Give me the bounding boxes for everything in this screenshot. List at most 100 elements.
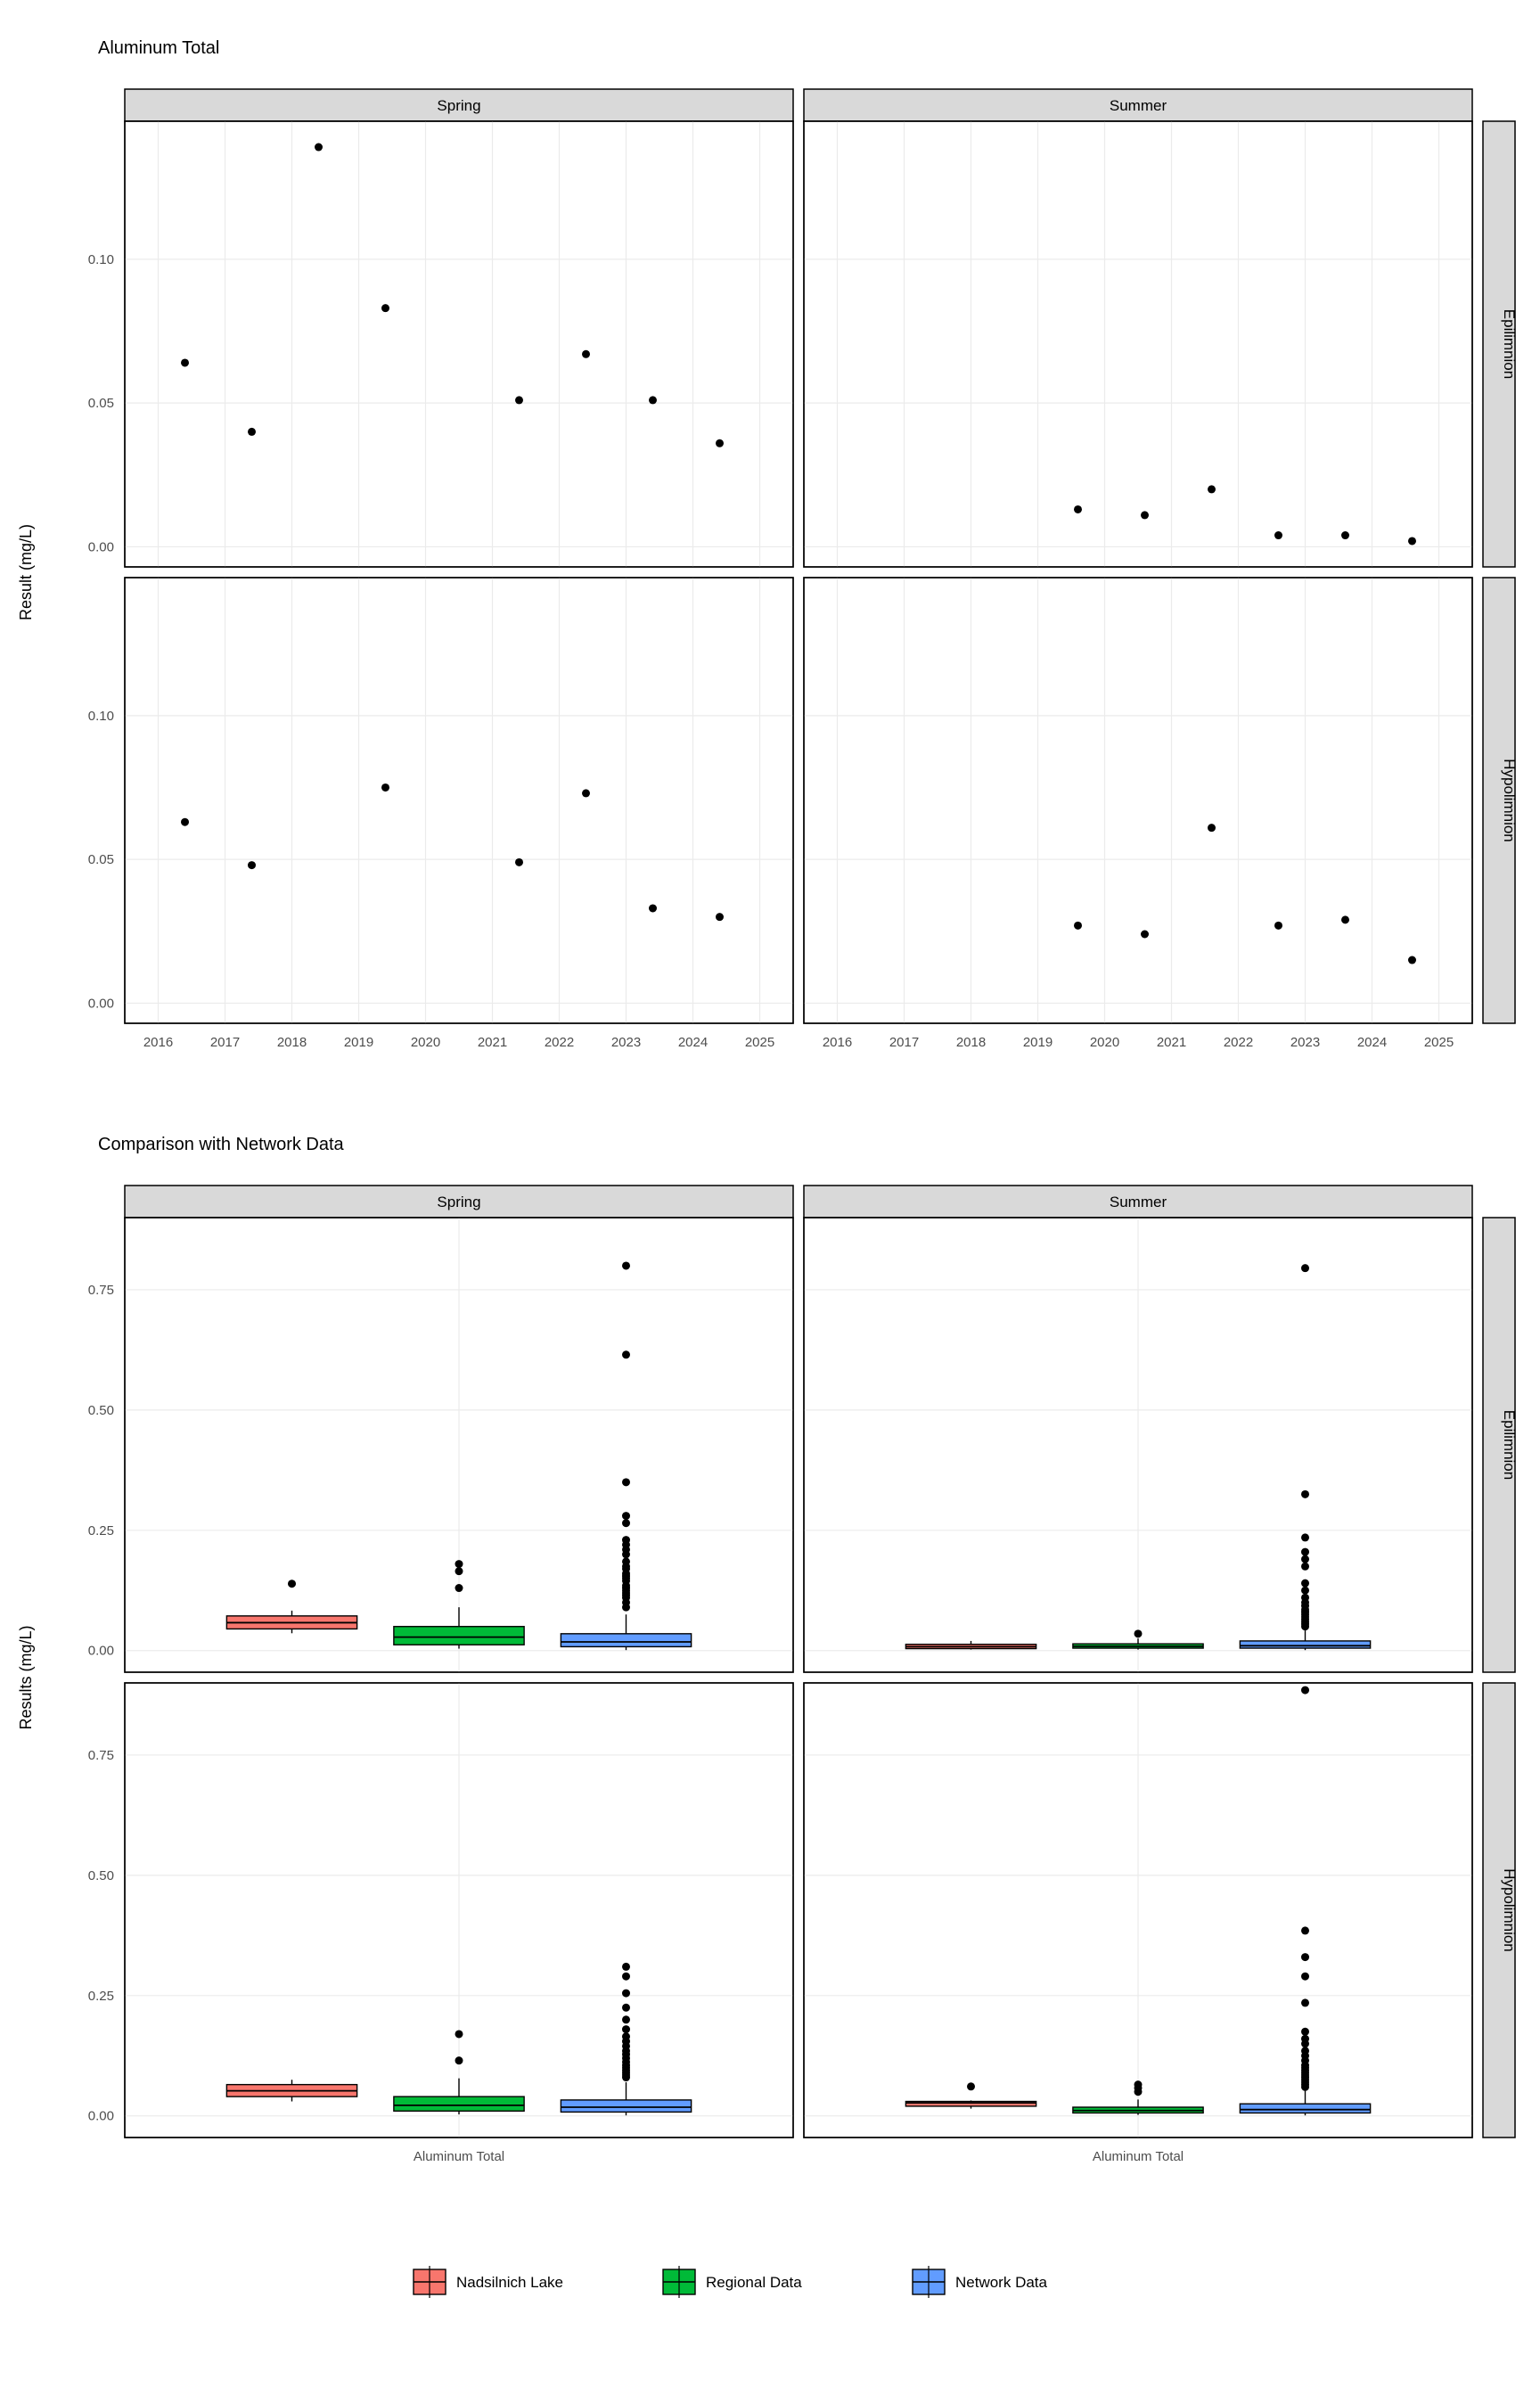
- outlier-point: [455, 1584, 463, 1592]
- data-point: [315, 144, 323, 152]
- outlier-point: [1301, 1686, 1309, 1694]
- data-point: [181, 358, 189, 366]
- legend-label: Regional Data: [706, 2274, 802, 2291]
- data-point: [649, 904, 657, 912]
- outlier-point: [1135, 2080, 1143, 2088]
- data-point: [381, 784, 389, 792]
- outlier-point: [1301, 1533, 1309, 1541]
- outlier-point: [1301, 1490, 1309, 1498]
- outlier-point: [1301, 1563, 1309, 1571]
- data-point: [716, 439, 724, 447]
- top-xtick: 2016: [143, 1035, 173, 1050]
- top-ytick: 0.05: [88, 852, 114, 867]
- outlier-point: [622, 1261, 630, 1269]
- outlier-point: [1301, 2028, 1309, 2036]
- data-point: [1141, 931, 1149, 939]
- outlier-point: [622, 2025, 630, 2033]
- outlier-point: [1301, 1264, 1309, 1272]
- outlier-point: [1301, 1973, 1309, 1981]
- outlier-point: [622, 1350, 630, 1358]
- outlier-point: [455, 1567, 463, 1575]
- top-xtick: 2016: [823, 1035, 852, 1050]
- outlier-point: [622, 2004, 630, 2012]
- top-ytick: 0.10: [88, 252, 114, 267]
- top-xtick: 2017: [889, 1035, 919, 1050]
- data-point: [1274, 531, 1282, 539]
- outlier-point: [622, 1990, 630, 1998]
- bot-row-strip: Hypolimnion: [1501, 1868, 1518, 1952]
- outlier-point: [1301, 2047, 1309, 2055]
- outlier-point: [622, 2015, 630, 2023]
- top-row-strip: Hypolimnion: [1501, 759, 1518, 842]
- data-point: [1074, 505, 1082, 513]
- top-xtick: 2019: [344, 1035, 373, 1050]
- top-ytick: 0.10: [88, 709, 114, 724]
- outlier-point: [1301, 1926, 1309, 1934]
- data-point: [716, 913, 724, 921]
- data-point: [1208, 824, 1216, 832]
- outlier-point: [455, 2056, 463, 2064]
- top-ylabel: Result (mg/L): [17, 524, 35, 620]
- outlier-point: [1301, 1580, 1309, 1588]
- data-point: [582, 789, 590, 797]
- data-point: [1341, 915, 1349, 923]
- data-point: [1274, 922, 1282, 930]
- data-point: [1408, 956, 1416, 964]
- bottom-title: Comparison with Network Data: [98, 1135, 345, 1154]
- bot-ytick: 0.50: [88, 1403, 114, 1418]
- outlier-point: [622, 1963, 630, 1971]
- data-point: [582, 350, 590, 358]
- data-point: [1074, 922, 1082, 930]
- data-point: [248, 428, 256, 436]
- outlier-point: [1301, 1998, 1309, 2006]
- top-xtick: 2025: [1424, 1035, 1454, 1050]
- chart-svg: Aluminum Total Spring Summer Epilimnion Hypo…: [0, 0, 1540, 2396]
- bot-ytick: 0.75: [88, 1283, 114, 1298]
- top-xtick: 2023: [611, 1035, 641, 1050]
- outlier-point: [288, 1580, 296, 1588]
- outlier-point: [1135, 1629, 1143, 1637]
- top-ytick: 0.00: [88, 539, 114, 554]
- outlier-point: [622, 1512, 630, 1520]
- outlier-point: [455, 1560, 463, 1568]
- outlier-point: [622, 1519, 630, 1527]
- top-xtick: 2018: [956, 1035, 986, 1050]
- top-col-strip: Spring: [437, 97, 480, 114]
- top-xtick: 2020: [411, 1035, 440, 1050]
- top-xtick: 2017: [210, 1035, 240, 1050]
- top-xtick: 2024: [1357, 1035, 1387, 1050]
- data-point: [649, 396, 657, 404]
- top-ytick: 0.05: [88, 396, 114, 411]
- bot-xtick: Aluminum Total: [414, 2149, 504, 2164]
- top-col-strip: Summer: [1110, 97, 1167, 114]
- outlier-point: [1301, 1953, 1309, 1961]
- bot-ytick: 0.00: [88, 1644, 114, 1659]
- data-point: [381, 304, 389, 312]
- outlier-point: [622, 1536, 630, 1544]
- top-xtick: 2020: [1090, 1035, 1119, 1050]
- data-point: [1141, 511, 1149, 519]
- outlier-point: [1301, 2035, 1309, 2043]
- box: [561, 2100, 691, 2112]
- data-point: [248, 861, 256, 869]
- bot-col-strip: Spring: [437, 1194, 480, 1210]
- outlier-point: [455, 2030, 463, 2038]
- top-xtick: 2025: [745, 1035, 774, 1050]
- data-point: [515, 858, 523, 866]
- box: [394, 1627, 524, 1645]
- bot-ytick: 0.00: [88, 2109, 114, 2124]
- box: [1240, 2104, 1370, 2113]
- data-point: [515, 396, 523, 404]
- top-xtick: 2019: [1023, 1035, 1053, 1050]
- top-xtick: 2022: [1224, 1035, 1253, 1050]
- top-xtick: 2022: [545, 1035, 574, 1050]
- outlier-point: [622, 1478, 630, 1486]
- bot-col-strip: Summer: [1110, 1194, 1167, 1210]
- top-xtick: 2021: [1157, 1035, 1186, 1050]
- outlier-point: [967, 2082, 975, 2090]
- bot-row-strip: Epilimnion: [1501, 1410, 1518, 1480]
- bot-ytick: 0.50: [88, 1868, 114, 1883]
- box: [394, 2096, 524, 2111]
- outlier-point: [1301, 1548, 1309, 1556]
- outlier-point: [1301, 1587, 1309, 1595]
